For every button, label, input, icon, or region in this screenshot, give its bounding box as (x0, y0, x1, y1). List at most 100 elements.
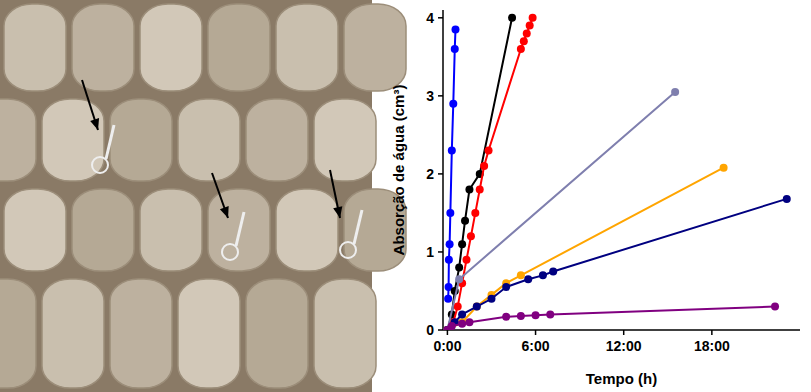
point (458, 310, 466, 318)
point (532, 311, 540, 319)
stone (178, 99, 240, 181)
stone (140, 189, 202, 271)
point (520, 37, 528, 45)
y-axis-label: Absorção de água (cm³) (390, 85, 407, 256)
stone (110, 279, 172, 388)
point (517, 271, 525, 279)
stone (110, 99, 172, 181)
point (476, 186, 484, 194)
stone (4, 189, 66, 271)
point (549, 267, 557, 275)
stone (246, 279, 308, 388)
y-tick (438, 95, 443, 97)
stone (0, 99, 36, 181)
point (451, 26, 459, 34)
point (449, 100, 457, 108)
point (517, 312, 525, 320)
x-tick-label: 6:00 (522, 338, 550, 354)
point (454, 303, 462, 311)
point (455, 275, 463, 283)
arrow-head (220, 206, 229, 218)
stone (208, 189, 270, 271)
point (524, 275, 532, 283)
y-tick (438, 329, 443, 331)
x-tick (711, 330, 713, 335)
point (451, 45, 459, 53)
point (526, 22, 534, 30)
series-line (447, 18, 512, 330)
point (461, 217, 469, 225)
point (444, 295, 452, 303)
x-tick-label: 0:00 (433, 338, 461, 354)
point (671, 88, 679, 96)
point (473, 303, 481, 311)
tube (92, 157, 108, 173)
point (473, 303, 481, 311)
stone (42, 99, 104, 181)
series-line (447, 168, 723, 330)
point (448, 146, 456, 154)
x-tick-label: 12:00 (606, 338, 642, 354)
stone (344, 4, 406, 91)
stone (42, 279, 104, 388)
y-tick-label: 1 (426, 244, 434, 260)
stone (4, 4, 66, 91)
y-tick-label: 3 (426, 88, 434, 104)
point (783, 195, 791, 203)
stone (276, 4, 338, 91)
point (487, 295, 495, 303)
point (471, 209, 479, 217)
point (467, 232, 475, 240)
point (523, 29, 531, 37)
point (485, 146, 493, 154)
point (465, 186, 473, 194)
point (502, 313, 510, 321)
x-axis-label: Tempo (h) (586, 370, 657, 387)
point (465, 318, 473, 326)
x-tick-label: 18:00 (694, 338, 730, 354)
plot-area (443, 14, 790, 330)
x-tick (623, 330, 625, 335)
tube (236, 212, 244, 246)
stone (72, 4, 134, 91)
point (529, 14, 537, 22)
point (446, 209, 454, 217)
arrow-head (333, 206, 342, 218)
tube (354, 210, 362, 244)
series-line (447, 307, 775, 330)
y-tick (438, 17, 443, 19)
y-tick-label: 4 (426, 10, 434, 26)
stone (140, 4, 202, 91)
x-tick (447, 330, 449, 335)
x-axis (443, 329, 800, 331)
point (539, 271, 547, 279)
stone (178, 279, 240, 388)
stone (314, 279, 376, 388)
point (546, 310, 554, 318)
stone (314, 99, 376, 181)
point (448, 322, 456, 330)
stone (72, 189, 134, 271)
point (458, 240, 466, 248)
stone (208, 4, 270, 91)
y-axis (442, 10, 444, 330)
arrow-head (90, 118, 99, 130)
arrow (212, 173, 228, 218)
stone (246, 99, 308, 181)
point (771, 303, 779, 311)
point (445, 256, 453, 264)
tube (106, 125, 114, 159)
point (480, 162, 488, 170)
point (502, 283, 510, 291)
point (720, 164, 728, 172)
stone (276, 189, 338, 271)
tube (222, 244, 238, 260)
point (446, 240, 454, 248)
y-tick-label: 2 (426, 166, 434, 182)
point (455, 264, 463, 272)
y-tick (438, 251, 443, 253)
point (508, 14, 516, 22)
stone (0, 279, 36, 388)
photo (0, 0, 406, 392)
series-line (447, 199, 786, 330)
